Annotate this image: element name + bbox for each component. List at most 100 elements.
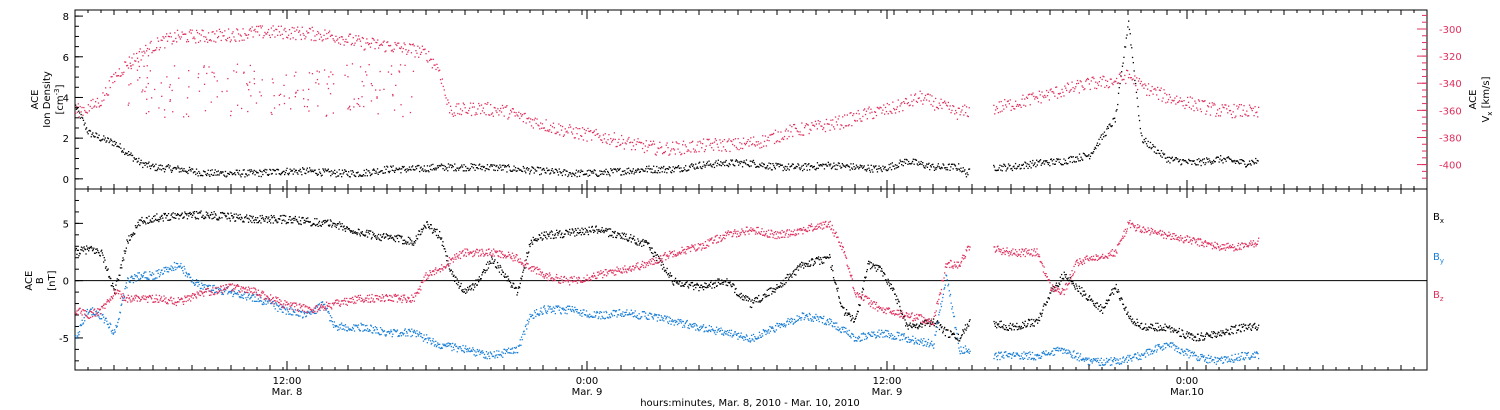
b-bx-point xyxy=(597,230,599,232)
b-bx-point xyxy=(938,328,941,331)
density-point xyxy=(677,165,680,167)
vx-point xyxy=(304,38,306,40)
vx-point xyxy=(815,123,817,125)
vx-point xyxy=(174,32,176,34)
b-bx-point xyxy=(1241,323,1243,326)
b-bx-point xyxy=(569,228,571,231)
vx-point xyxy=(270,27,272,29)
vx-point xyxy=(1147,83,1150,85)
density-point xyxy=(1186,161,1188,164)
vx-point xyxy=(999,111,1001,113)
b-bx-point xyxy=(599,230,601,232)
density-point xyxy=(713,166,716,169)
b-bx-point xyxy=(165,217,167,219)
density-point xyxy=(213,172,216,174)
vx-point xyxy=(899,105,901,107)
b-bx-point xyxy=(1152,324,1154,327)
vx-outlier-point xyxy=(295,92,297,94)
b-bx-point xyxy=(498,271,501,273)
b-by-point xyxy=(145,277,148,279)
b-bx-point xyxy=(615,236,617,238)
density-point xyxy=(296,172,298,174)
b-bx-point xyxy=(1003,328,1006,330)
b-bx-point xyxy=(594,230,596,232)
density-point xyxy=(605,168,607,170)
b-bx-point xyxy=(905,322,907,324)
density-point xyxy=(435,169,437,171)
density-point xyxy=(530,169,532,171)
vx-point xyxy=(635,143,637,146)
vx-outlier-point xyxy=(308,72,311,74)
vx-point xyxy=(1027,94,1030,96)
density-point xyxy=(742,161,744,164)
density-point xyxy=(1174,157,1177,159)
b-bx-point xyxy=(1099,310,1101,312)
b-bx-point xyxy=(289,216,291,218)
vx-point xyxy=(289,38,292,40)
density-point xyxy=(407,170,409,172)
vx-point xyxy=(965,112,967,114)
density-point xyxy=(523,167,525,169)
density-point xyxy=(1048,162,1050,164)
density-point xyxy=(941,167,943,169)
b-bx-point xyxy=(1094,302,1097,305)
vx-point xyxy=(136,52,138,55)
b-bx-point xyxy=(718,278,720,280)
b-bx-point xyxy=(1202,339,1204,341)
vx-point xyxy=(666,142,668,144)
b-by-point xyxy=(87,313,89,315)
b-bx-point xyxy=(725,284,727,286)
b-bx-point xyxy=(454,276,456,278)
b-bx-point xyxy=(125,247,127,249)
density-point xyxy=(486,164,489,166)
b-bx-point xyxy=(366,236,369,238)
vx-point xyxy=(151,52,153,54)
density-point xyxy=(1110,125,1113,128)
density-point xyxy=(936,167,938,169)
density-point xyxy=(801,165,803,167)
density-point xyxy=(858,168,860,170)
b-bx-point xyxy=(1245,327,1247,329)
b-bx-point xyxy=(731,285,733,287)
density-point xyxy=(1154,146,1156,148)
b-bx-point xyxy=(1085,293,1087,295)
vx-outlier-point xyxy=(326,83,328,85)
b-bx-point xyxy=(575,229,577,231)
b-by-point xyxy=(106,320,108,322)
b-bx-point xyxy=(918,324,920,326)
vx-point xyxy=(1094,87,1096,89)
b-bx-point xyxy=(103,257,105,259)
density-point xyxy=(418,164,420,167)
density-point xyxy=(161,165,163,167)
vx-point xyxy=(648,144,650,146)
b-bx-point xyxy=(534,239,536,242)
vx-point xyxy=(547,129,549,131)
density-point xyxy=(454,169,457,171)
vx-point xyxy=(323,34,325,36)
vx-point xyxy=(1218,107,1221,110)
vx-outlier-point xyxy=(316,78,319,81)
vx-point xyxy=(1057,93,1060,95)
vx-point xyxy=(1229,109,1232,112)
vx-point xyxy=(416,52,418,54)
b-bx-point xyxy=(1234,326,1236,328)
b-bx-point xyxy=(232,217,234,219)
vx-point xyxy=(212,31,214,33)
b-bx-point xyxy=(558,231,560,233)
vx-outlier-point xyxy=(139,77,141,79)
b-bx-point xyxy=(444,250,447,253)
b-bx-point xyxy=(639,243,641,245)
b-bx-point xyxy=(1155,322,1157,324)
b-bx-point xyxy=(886,283,889,285)
b-bx-point xyxy=(1131,318,1134,320)
vx-point xyxy=(830,119,832,121)
b-bx-point xyxy=(588,226,590,228)
vx-point xyxy=(267,28,270,31)
density-point xyxy=(839,165,841,167)
vx-point xyxy=(793,123,796,126)
b-bx-point xyxy=(565,229,567,232)
density-point xyxy=(557,171,559,173)
b-bx-point xyxy=(207,212,209,214)
vx-point xyxy=(722,140,724,142)
